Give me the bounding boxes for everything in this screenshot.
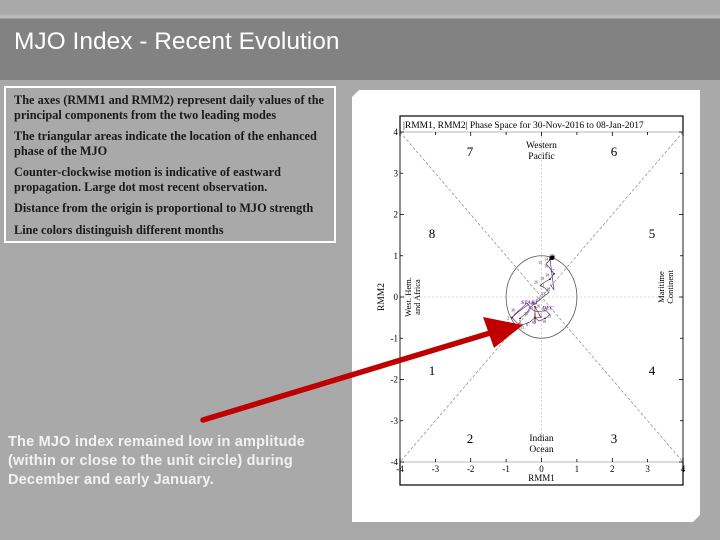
svg-text:10: 10 xyxy=(542,319,546,324)
svg-text:1: 1 xyxy=(394,251,399,261)
svg-text:DEC: DEC xyxy=(541,306,554,312)
svg-text:16: 16 xyxy=(544,264,548,269)
svg-text:19: 19 xyxy=(540,276,544,281)
svg-text:3: 3 xyxy=(394,169,399,179)
svg-text:7: 7 xyxy=(467,144,474,159)
svg-text:8: 8 xyxy=(526,323,528,328)
svg-text:3: 3 xyxy=(645,464,650,474)
svg-text:3: 3 xyxy=(611,431,618,446)
svg-text:14: 14 xyxy=(544,257,548,262)
svg-text:23: 23 xyxy=(541,291,545,296)
svg-text:13: 13 xyxy=(520,325,524,330)
svg-text:18: 18 xyxy=(545,273,549,278)
svg-text:-1: -1 xyxy=(502,464,510,474)
svg-text:0: 0 xyxy=(394,292,399,302)
svg-text:-1: -1 xyxy=(391,334,399,344)
svg-text:Western: Western xyxy=(526,141,557,151)
svg-text:2: 2 xyxy=(394,210,399,220)
svg-text:RMM2: RMM2 xyxy=(377,283,387,311)
svg-text:and Africa: and Africa xyxy=(412,279,422,315)
svg-text:-4: -4 xyxy=(396,464,404,474)
svg-text:4: 4 xyxy=(681,464,686,474)
svg-text:|RMM1, RMM2| Phase Space for 3: |RMM1, RMM2| Phase Space for 30-Nov-2016… xyxy=(403,120,644,131)
svg-text:-2: -2 xyxy=(391,375,399,385)
svg-text:6: 6 xyxy=(611,144,618,159)
svg-text:17: 17 xyxy=(550,268,554,273)
svg-text:RMM1: RMM1 xyxy=(528,473,555,483)
svg-text:1: 1 xyxy=(529,306,531,311)
svg-text:2: 2 xyxy=(610,464,615,474)
svg-text:3: 3 xyxy=(507,321,509,326)
svg-text:4: 4 xyxy=(649,363,656,378)
svg-text:5: 5 xyxy=(519,319,521,324)
svg-text:22: 22 xyxy=(546,287,550,292)
svg-text:30: 30 xyxy=(511,308,515,313)
svg-text:1: 1 xyxy=(429,363,436,378)
svg-text:START: START xyxy=(521,300,539,306)
svg-text:2: 2 xyxy=(507,316,509,321)
svg-text:2: 2 xyxy=(467,431,474,446)
svg-text:4: 4 xyxy=(394,127,399,137)
svg-text:20: 20 xyxy=(534,280,538,285)
svg-text:12: 12 xyxy=(547,314,551,319)
svg-text:4: 4 xyxy=(515,324,517,329)
svg-text:21: 21 xyxy=(540,283,544,288)
svg-text:-3: -3 xyxy=(391,416,399,426)
svg-text:-3: -3 xyxy=(432,464,440,474)
svg-text:Continent: Continent xyxy=(665,270,675,304)
svg-text:Ocean: Ocean xyxy=(529,445,554,455)
svg-text:1: 1 xyxy=(575,464,580,474)
svg-text:11: 11 xyxy=(538,313,542,318)
svg-text:9: 9 xyxy=(532,320,534,325)
svg-text:6: 6 xyxy=(513,327,515,332)
svg-text:5: 5 xyxy=(649,226,656,241)
svg-text:-2: -2 xyxy=(467,464,475,474)
svg-text:15: 15 xyxy=(538,260,542,265)
svg-text:29: 29 xyxy=(524,311,528,316)
svg-text:8: 8 xyxy=(429,226,436,241)
svg-text:Pacific: Pacific xyxy=(528,151,554,162)
svg-text:Indian: Indian xyxy=(529,434,554,444)
